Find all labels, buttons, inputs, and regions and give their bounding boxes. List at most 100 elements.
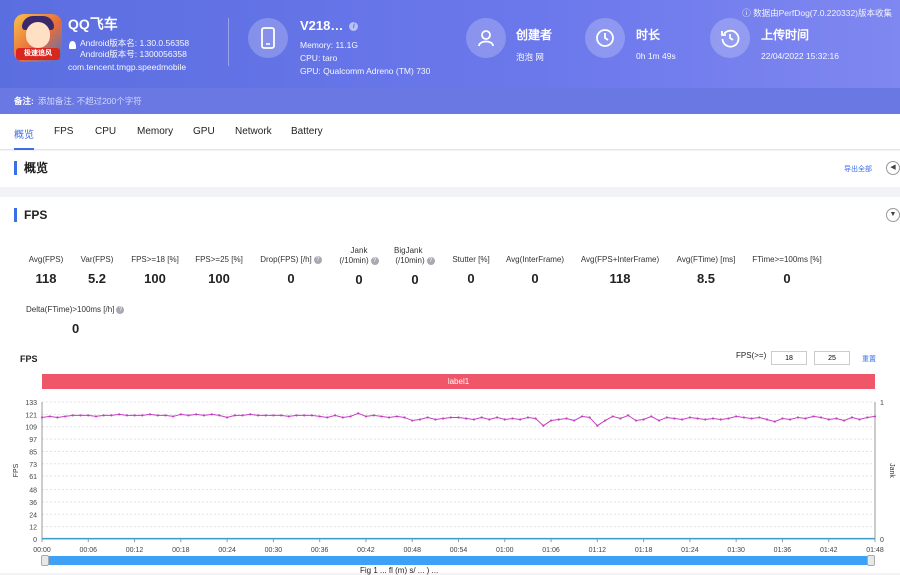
x-tick-label: 01:18: [635, 547, 653, 554]
fps-point: [819, 416, 823, 419]
fps-point: [495, 416, 499, 419]
fps-point: [742, 416, 745, 419]
fps-point: [71, 414, 74, 417]
fps-point: [364, 415, 368, 418]
phone-icon: [248, 18, 288, 58]
credit-text: ⓘ 数据由PerfDog(7.0.220332)版本收集: [742, 8, 892, 18]
x-tick-label: 01:48: [866, 547, 884, 554]
fps-point: [781, 417, 784, 420]
fps-point: [457, 416, 460, 419]
help-icon[interactable]: ?: [116, 305, 125, 314]
metric-var-fps: Var(FPS) 5.2: [80, 255, 114, 286]
fps-point: [611, 415, 614, 418]
fps-point: [380, 415, 383, 418]
y-tick-label: 109: [25, 425, 37, 432]
metric-avg-fps: Avg(FPS) 118: [28, 255, 64, 286]
fps-point: [333, 414, 337, 417]
device-info-icon[interactable]: i: [349, 22, 359, 32]
fps-point: [187, 414, 190, 417]
fps-point: [202, 414, 206, 417]
time-range-slider[interactable]: [42, 556, 875, 565]
x-tick-label: 01:30: [727, 547, 745, 554]
fps-point: [789, 418, 792, 421]
metric-avg-ftime: Avg(FTime) [ms] 8.5: [676, 255, 736, 286]
y-tick-label: 121: [25, 412, 37, 419]
clock-icon: [585, 18, 625, 58]
export-all-link[interactable]: 导出全部: [844, 166, 872, 173]
x-tick-label: 00:36: [311, 547, 329, 554]
fps-threshold-input-2[interactable]: [814, 351, 850, 365]
app-icon-badge: 极速追风: [16, 48, 60, 60]
chart-title: FPS: [20, 354, 38, 364]
fps-point: [812, 415, 815, 418]
fps-point: [711, 417, 715, 420]
package-name: com.tencent.tmgp.speedmobile: [68, 62, 187, 72]
device-name: V218… i: [300, 18, 359, 33]
fps-line-chart[interactable]: 0 12 24 36 48 61 73 85 97 109 121 133 0 1 00:00 00:06 00…: [0, 392, 900, 556]
label-bar[interactable]: label1: [42, 374, 875, 389]
slider-handle-right[interactable]: [867, 555, 875, 566]
slider-handle-left[interactable]: [41, 555, 49, 566]
fps-point: [727, 417, 730, 420]
tab-fps[interactable]: FPS: [54, 126, 74, 137]
tab-overview[interactable]: 概览: [14, 126, 34, 150]
fps-point: [835, 417, 838, 420]
fps-point: [519, 418, 522, 421]
fps-point: [164, 414, 167, 417]
history-icon: [710, 18, 750, 58]
reset-link[interactable]: 重置: [862, 356, 876, 363]
app-name: QQ飞车: [68, 16, 118, 32]
fps-point: [465, 417, 468, 420]
fps-point: [195, 413, 198, 416]
android-icon: [68, 41, 77, 54]
x-tick-label: 00:18: [172, 547, 190, 554]
app-icon: 极速追风: [14, 14, 62, 62]
fps-threshold-input-1[interactable]: [771, 351, 807, 365]
metric-delta-ftime: Delta(FTime)>100ms [/h]? 0: [26, 305, 130, 336]
fps-point: [241, 414, 244, 417]
tab-gpu[interactable]: GPU: [193, 126, 215, 137]
x-tick-label: 00:24: [218, 547, 236, 554]
fps-point: [673, 417, 676, 420]
fps-point: [341, 416, 344, 419]
fps-point: [858, 418, 861, 421]
fps-point: [750, 417, 753, 420]
y-tick-label: 48: [29, 488, 37, 495]
collapse-left-icon[interactable]: ◀: [886, 161, 900, 175]
fps-point: [56, 416, 59, 419]
fps-point: [557, 418, 560, 421]
fps-point: [827, 418, 830, 421]
x-tick-label: 01:06: [542, 547, 560, 554]
fps-point: [218, 414, 221, 417]
remark-bar[interactable]: 备注: 添加备注, 不超过200个字符: [0, 88, 900, 114]
fps-title: FPS: [14, 208, 47, 222]
x-tick-label: 00:42: [357, 547, 375, 554]
collapse-down-icon[interactable]: ▼: [886, 208, 900, 222]
fps-point: [765, 418, 769, 421]
fps-point: [565, 417, 568, 420]
tab-cpu[interactable]: CPU: [95, 126, 117, 137]
remark-input[interactable]: 添加备注, 不超过200个字符: [37, 96, 142, 106]
tab-memory[interactable]: Memory: [137, 126, 174, 137]
help-icon[interactable]: ?: [426, 256, 435, 265]
tab-network[interactable]: Network: [235, 126, 272, 137]
device-cpu: CPU: taro: [300, 53, 338, 63]
fps-point: [488, 418, 491, 421]
fps-point: [758, 416, 761, 419]
fps-point: [480, 416, 483, 419]
help-icon[interactable]: ?: [313, 255, 322, 264]
fps-point: [287, 415, 290, 418]
fps-point: [110, 414, 113, 417]
y-tick-label: 85: [29, 449, 37, 456]
help-icon[interactable]: ?: [370, 256, 379, 265]
fps-point: [735, 415, 738, 418]
metric-stutter: Stutter [%] 0: [452, 255, 490, 286]
y-tick-label: 97: [29, 437, 37, 444]
header-divider: [228, 18, 229, 66]
tab-battery[interactable]: Battery: [291, 126, 323, 137]
fps-point: [681, 418, 684, 421]
fps-point: [843, 419, 846, 422]
fps-point: [634, 419, 637, 422]
x-tick-label: 00:00: [33, 547, 51, 554]
fps-point: [318, 415, 321, 418]
